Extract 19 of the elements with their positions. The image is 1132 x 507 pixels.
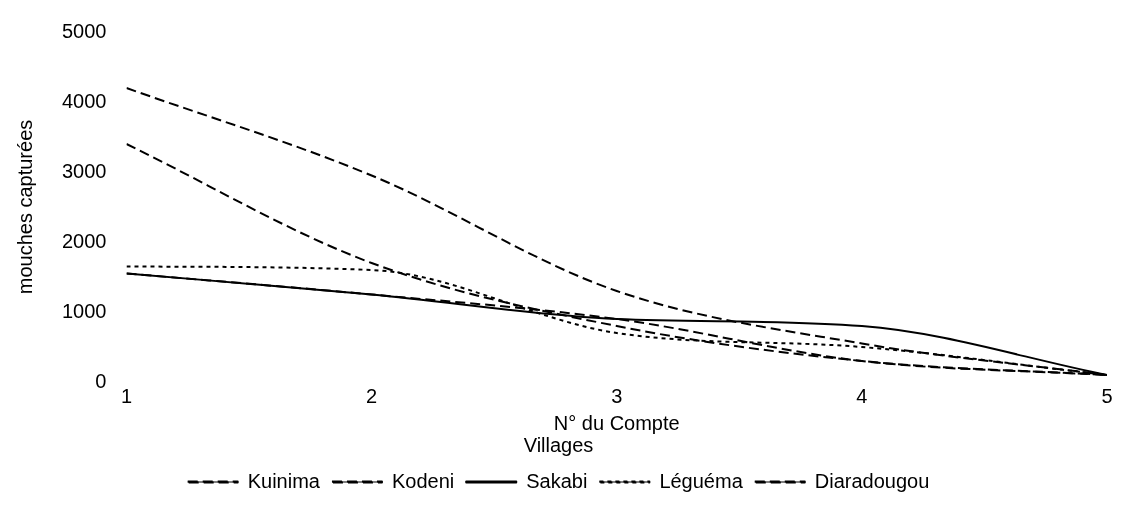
legend-title: Villages [523, 433, 594, 456]
legend-label: Léguéma [659, 469, 744, 492]
y-tick-label: 1000 [61, 299, 107, 322]
legend-label: Sakabi [526, 469, 588, 492]
y-tick-label: 2000 [61, 229, 107, 252]
x-axis-title: N° du Compte [553, 411, 680, 434]
y-tick-label: 5000 [61, 19, 107, 42]
x-tick-label: 2 [366, 384, 378, 407]
x-tick-label: 4 [856, 384, 868, 407]
y-tick-label: 4000 [61, 89, 107, 112]
x-tick-label: 1 [120, 384, 133, 407]
y-tick-label: 3000 [61, 159, 107, 182]
x-tick-label: 5 [1101, 384, 1113, 407]
legend-label: Diaradougou [814, 469, 930, 492]
y-tick-label: 0 [95, 369, 107, 392]
legend-label: Kuinima [247, 469, 321, 492]
y-axis-title: mouches capturées [13, 119, 36, 295]
x-tick-label: 3 [611, 384, 623, 407]
legend-label: Kodeni [391, 469, 455, 492]
